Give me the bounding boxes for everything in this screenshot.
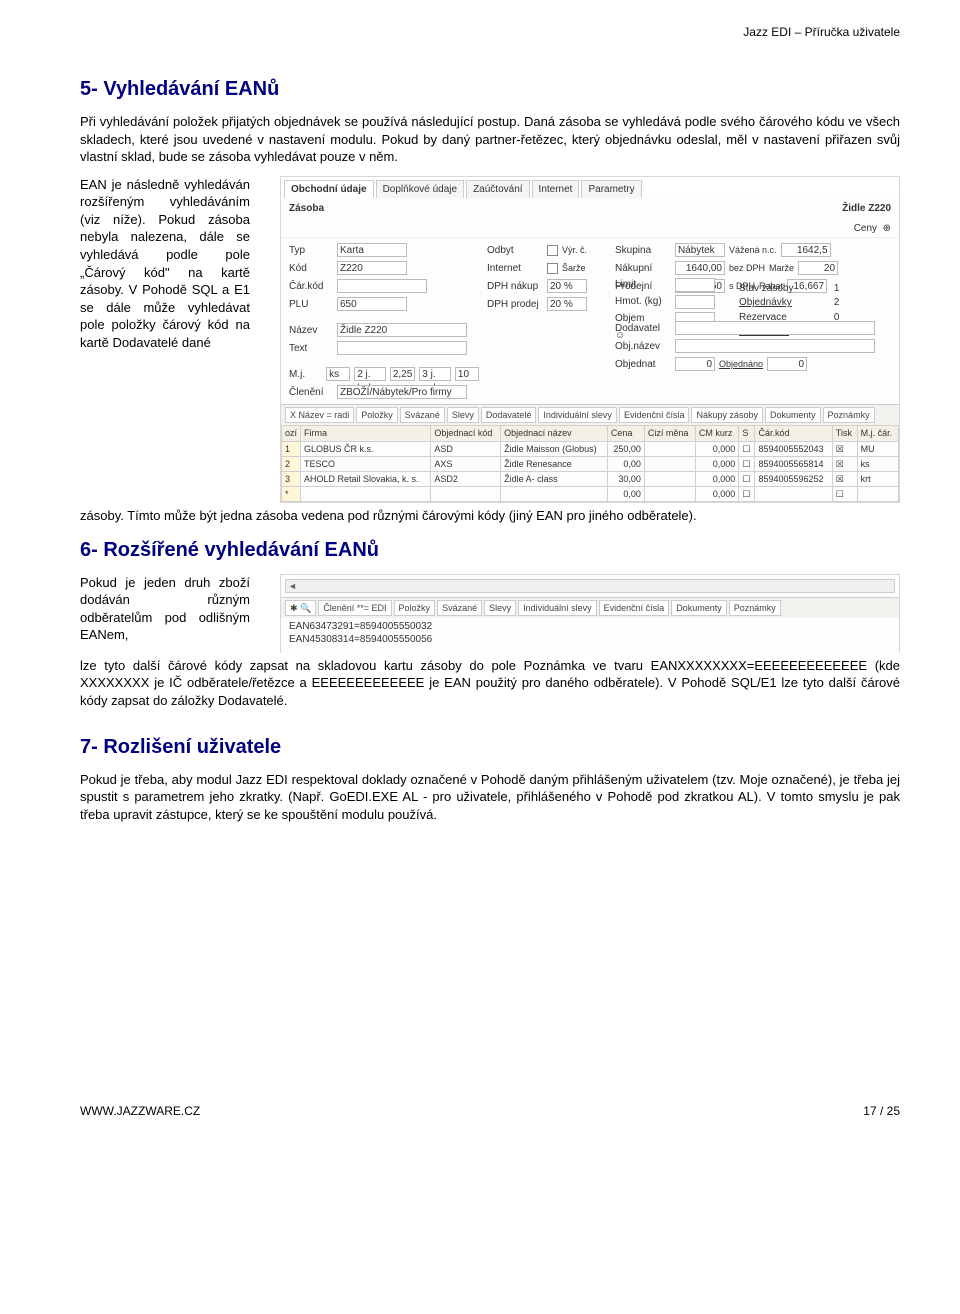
objedn-value: 2	[799, 296, 839, 310]
plu-field[interactable]: 650	[337, 297, 407, 311]
section-7-body: Pokud je třeba, aby modul Jazz EDI respe…	[80, 771, 900, 824]
subtab[interactable]: Poznámky	[823, 407, 875, 423]
dphp-field[interactable]: 20 %	[547, 297, 587, 311]
tab-doplnkove[interactable]: Doplňkové údaje	[376, 180, 465, 199]
objednat-field[interactable]: 0	[675, 357, 715, 371]
text-field[interactable]	[337, 341, 467, 355]
cleneni-field[interactable]: ZBOŽÍ/Nábytek/Pro firmy	[337, 385, 467, 399]
section-7-title: 7- Rozlišení uživatele	[80, 734, 900, 761]
subtab[interactable]: X Název = radi	[285, 407, 354, 423]
vazena-field: 1642,5	[781, 243, 831, 257]
limit-field[interactable]	[675, 278, 715, 292]
subtab2[interactable]: Položky	[394, 600, 436, 616]
dphn-field[interactable]: 20 %	[547, 279, 587, 293]
subtab[interactable]: Svázané	[400, 407, 445, 423]
subtab2[interactable]: Evidenční čísla	[599, 600, 670, 616]
table-row[interactable]: *0,000,000☐☐	[282, 487, 899, 502]
card-title-left: Zásoba	[289, 202, 324, 216]
subtab2[interactable]: Dokumenty	[671, 600, 727, 616]
subtab2[interactable]: Slevy	[484, 600, 516, 616]
card-tabs: Obchodní údaje Doplňkové údaje Zaúčtován…	[281, 177, 899, 199]
skupina-field[interactable]: Nábytek	[675, 243, 725, 257]
subtab2[interactable]: Poznámky	[729, 600, 781, 616]
hmot-field[interactable]	[675, 295, 715, 309]
subtab2[interactable]: Svázané	[437, 600, 482, 616]
vyrc-check[interactable]	[547, 245, 558, 256]
subtab[interactable]: Nákupy zásoby	[691, 407, 763, 423]
subtab[interactable]: Dokumenty	[765, 407, 821, 423]
nakupni-field[interactable]: 1640,00	[675, 261, 725, 275]
objednano-field: 0	[767, 357, 807, 371]
dodavatel-field[interactable]	[675, 321, 875, 335]
stav-value: 1	[799, 282, 839, 296]
typ-field[interactable]: Karta	[337, 243, 407, 257]
mj2v-field[interactable]: 2,25	[390, 367, 415, 381]
subtab[interactable]: Evidenční čísla	[619, 407, 690, 423]
scrollbar-stub[interactable]	[285, 579, 895, 593]
kod-field[interactable]: Z220	[337, 261, 407, 275]
nazev-field[interactable]: Židle Z220	[337, 323, 467, 337]
poznamka-screenshot: ✱ 🔍 Členění **= EDI Položky Svázané Slev…	[280, 574, 900, 653]
mj2-field[interactable]: 2 j. bal	[354, 367, 386, 381]
table-row[interactable]: 2TESCOAXSŽidle Renesance0,000,000☐859400…	[282, 456, 899, 471]
sarze-check[interactable]	[547, 263, 558, 274]
doc-header: Jazz EDI – Příručka uživatele	[80, 24, 900, 40]
card-title-right: Židle Z220	[842, 202, 891, 216]
ceny-icon[interactable]: ⊕	[883, 223, 891, 234]
mj3v-field[interactable]: 10	[455, 367, 479, 381]
table-row[interactable]: 1GLOBUS ČR k.s.ASDŽidle Maisson (Globus)…	[282, 441, 899, 456]
footer-site: WWW.JAZZWARE.CZ	[80, 1103, 200, 1119]
section-6-title: 6- Rozšířené vyhledávání EANů	[80, 537, 900, 564]
footer-page: 17 / 25	[863, 1103, 900, 1119]
section-5-title: 5- Vyhledávání EANů	[80, 76, 900, 103]
ean-notes: EAN63473291=8594005550032 EAN45308314=85…	[281, 618, 899, 653]
section-5-intro: Při vyhledávání položek přijatých objedn…	[80, 113, 900, 166]
tab-parametry[interactable]: Parametry	[581, 180, 641, 199]
section-6-after: lze tyto další čárové kódy zapsat na skl…	[80, 653, 900, 710]
tab-obchodni[interactable]: Obchodní údaje	[284, 180, 374, 199]
table-row[interactable]: 3AHOLD Retail Slovakia, k. s.ASD2Židle A…	[282, 471, 899, 486]
carkod-field[interactable]	[337, 279, 427, 293]
subtab2[interactable]: Individuální slevy	[518, 600, 597, 616]
zasoba-card-screenshot: Obchodní údaje Doplňkové údaje Zaúčtován…	[280, 176, 900, 503]
section-5-after: zásoby. Tímto může být jedna zásoba vede…	[80, 503, 900, 525]
subtab2[interactable]: Členění **= EDI	[318, 600, 391, 616]
tab-zauctovani[interactable]: Zaúčtování	[466, 180, 529, 199]
mj-field[interactable]: ks	[326, 367, 350, 381]
mj3-field[interactable]: 3 j. pal	[419, 367, 451, 381]
subtabs-row: X Název = radi Položky Svázané Slevy Dod…	[281, 404, 899, 425]
objnazev-field[interactable]	[675, 339, 875, 353]
ceny-label: Ceny	[854, 223, 877, 234]
subtab[interactable]: Položky	[356, 407, 398, 423]
subtab[interactable]: Dodavatelé	[481, 407, 537, 423]
section-5-side: EAN je následně vyhledáván rozšířeným vy…	[80, 176, 250, 351]
section-6-side: Pokud je jeden druh zboží dodáván různým…	[80, 574, 250, 644]
subtab[interactable]: Slevy	[447, 407, 479, 423]
marze-field[interactable]: 20	[798, 261, 838, 275]
tab-internet[interactable]: Internet	[532, 180, 580, 199]
subtab[interactable]: Individuální slevy	[538, 407, 617, 423]
supplier-grid: ozí FirmaObjednací kód Objednací názevCe…	[281, 425, 899, 502]
